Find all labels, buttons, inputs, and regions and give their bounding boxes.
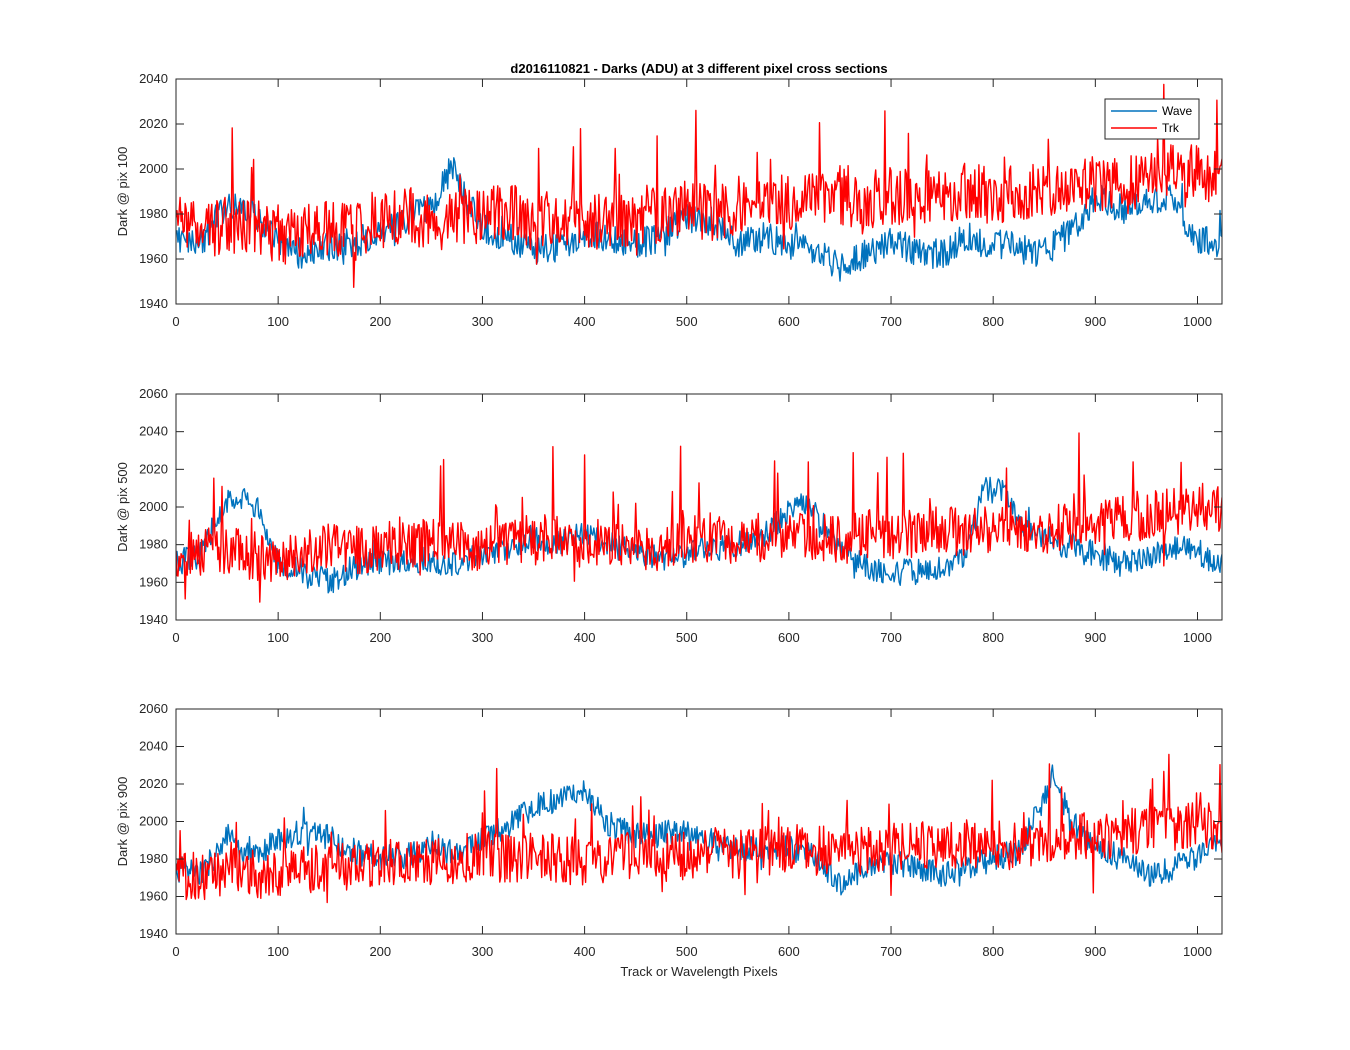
y-tick-label: 2040 xyxy=(139,71,168,86)
axes-pix-100: 0 100 200 300 400 500 600 700 800 900 1000 1940 1960… xyxy=(115,71,1223,329)
x-tick-label: 500 xyxy=(676,944,698,959)
y-tick-label: 2000 xyxy=(139,499,168,514)
series-line-trk xyxy=(176,432,1222,603)
x-tick-label: 0 xyxy=(172,630,179,645)
x-tick-label: 700 xyxy=(880,314,902,329)
y-tick-label: 2060 xyxy=(139,701,168,716)
x-tick-label: 600 xyxy=(778,630,800,645)
x-tick-label: 800 xyxy=(982,630,1004,645)
x-tick-label: 800 xyxy=(982,314,1004,329)
legend-box xyxy=(1104,98,1200,140)
y-axis-label: Dark @ pix 100 xyxy=(115,147,130,237)
y-tick-label: 2000 xyxy=(139,161,168,176)
y-tick-label: 2020 xyxy=(139,776,168,791)
series-line-trk xyxy=(176,83,1222,288)
y-tick-label: 1980 xyxy=(139,851,168,866)
legend-label-wave: Wave xyxy=(1162,104,1193,118)
axes-pix-500: 0 100 200 300 400 500 600 700 800 900 1000 1940 1960… xyxy=(115,386,1223,645)
y-tick-label: 2040 xyxy=(139,424,168,439)
x-tick-label: 200 xyxy=(369,630,391,645)
y-tick-label: 2060 xyxy=(139,386,168,401)
x-tick-label: 900 xyxy=(1084,630,1106,645)
axes-frame xyxy=(175,78,1223,305)
x-tick-label: 1000 xyxy=(1183,944,1212,959)
x-tick-label: 1000 xyxy=(1183,630,1212,645)
x-tick-label: 0 xyxy=(172,944,179,959)
series-line-trk xyxy=(176,753,1222,904)
y-tick-label: 1960 xyxy=(139,251,168,266)
x-axis-label: Track or Wavelength Pixels xyxy=(620,964,778,979)
x-tick-label: 200 xyxy=(369,944,391,959)
x-tick-label: 300 xyxy=(472,630,494,645)
x-tick-label: 600 xyxy=(778,314,800,329)
y-axis-label: Dark @ pix 500 xyxy=(115,462,130,552)
y-tick-label: 2000 xyxy=(139,814,168,829)
y-tick-label: 1980 xyxy=(139,206,168,221)
x-tick-label: 1000 xyxy=(1183,314,1212,329)
y-tick-label: 1960 xyxy=(139,574,168,589)
x-tick-label: 400 xyxy=(574,630,596,645)
x-tick-label: 600 xyxy=(778,944,800,959)
figure-title: d2016110821 - Darks (ADU) at 3 different… xyxy=(510,61,887,76)
y-tick-label: 1960 xyxy=(139,889,168,904)
x-tick-label: 500 xyxy=(676,630,698,645)
x-tick-label: 400 xyxy=(574,944,596,959)
x-tick-label: 700 xyxy=(880,944,902,959)
y-tick-label: 1980 xyxy=(139,537,168,552)
axes-pix-900: 0 100 200 300 400 500 600 700 800 900 1000 1940 1960… xyxy=(115,701,1223,959)
x-tick-label: 500 xyxy=(676,314,698,329)
plot-lines xyxy=(176,83,1222,288)
y-tick-label: 1940 xyxy=(139,612,168,627)
x-tick-label: 700 xyxy=(880,630,902,645)
plot-lines xyxy=(176,432,1222,603)
y-tick-label: 2040 xyxy=(139,739,168,754)
x-tick-label: 300 xyxy=(472,944,494,959)
x-tick-label: 100 xyxy=(267,314,289,329)
series-line-wave xyxy=(176,764,1222,896)
x-tick-label: 100 xyxy=(267,944,289,959)
legend: Wave Trk xyxy=(1104,98,1200,140)
y-tick-label: 1940 xyxy=(139,296,168,311)
legend-label-trk: Trk xyxy=(1162,121,1180,135)
x-tick-label: 800 xyxy=(982,944,1004,959)
x-tick-label: 400 xyxy=(574,314,596,329)
x-tick-label: 0 xyxy=(172,314,179,329)
y-tick-label: 2020 xyxy=(139,116,168,131)
plot-area xyxy=(176,709,1222,934)
y-axis-label: Dark @ pix 900 xyxy=(115,777,130,867)
plot-lines xyxy=(176,753,1222,904)
y-tick-label: 1940 xyxy=(139,926,168,941)
x-tick-label: 200 xyxy=(369,314,391,329)
x-tick-label: 900 xyxy=(1084,944,1106,959)
x-tick-label: 900 xyxy=(1084,314,1106,329)
x-tick-label: 100 xyxy=(267,630,289,645)
x-tick-label: 300 xyxy=(472,314,494,329)
y-tick-label: 2020 xyxy=(139,461,168,476)
